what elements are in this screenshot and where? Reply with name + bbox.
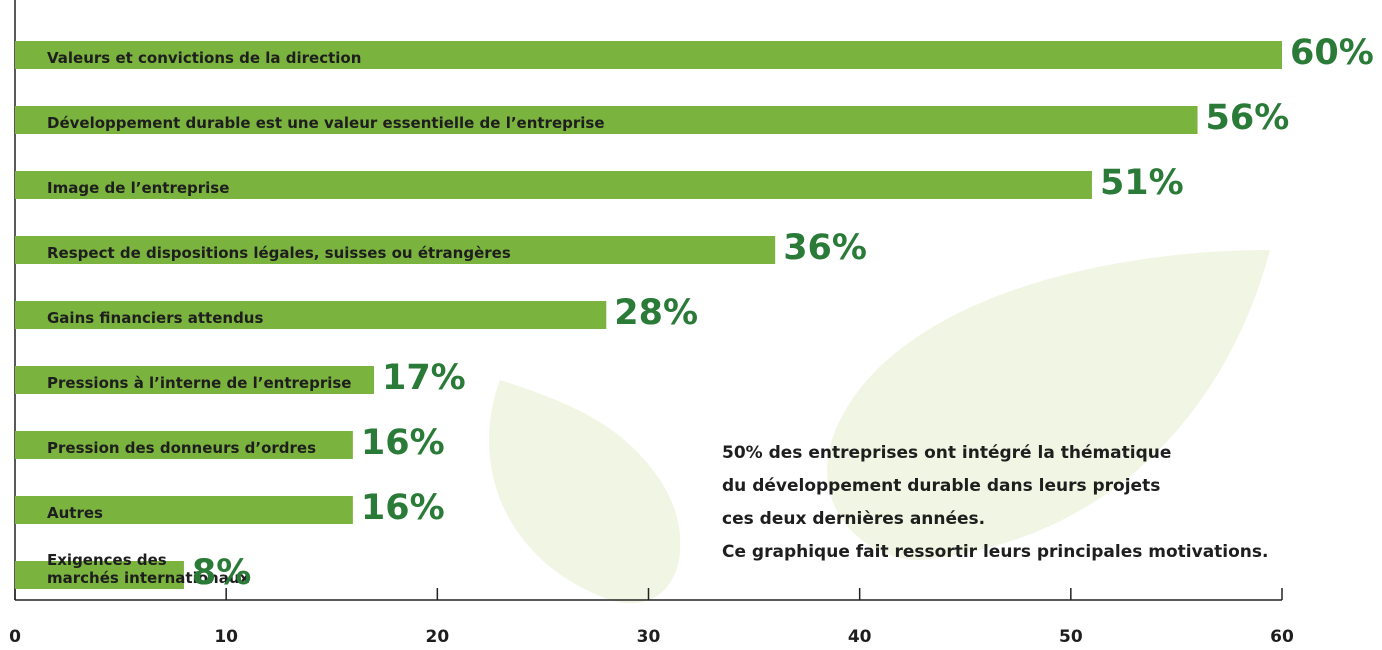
category-label: Développement durable est une valeur ess… — [47, 114, 605, 132]
category-label: Gains financiers attendus — [47, 309, 264, 327]
value-label: 28% — [614, 293, 699, 333]
x-tick-label: 10 — [214, 627, 238, 647]
value-label: 17% — [381, 358, 466, 398]
category-label: Pression des donneurs d’ordres — [47, 439, 317, 457]
value-label: 16% — [360, 488, 445, 528]
value-label: 56% — [1205, 98, 1290, 138]
bar — [15, 301, 607, 329]
annotation: ces deux dernières années. — [722, 509, 986, 529]
bar — [15, 496, 353, 524]
x-tick-label: 20 — [425, 627, 450, 647]
bar — [15, 561, 184, 589]
bar — [15, 366, 374, 394]
bar — [15, 41, 1282, 69]
bar — [15, 171, 1092, 199]
leaf-decoration — [489, 250, 1270, 604]
value-label: 8% — [191, 553, 252, 593]
value-label: 51% — [1099, 163, 1184, 203]
category-label: Valeurs et convictions de la direction — [47, 49, 362, 67]
category-label: Image de l’entreprise — [47, 179, 230, 197]
annotation: du développement durable dans leurs proj… — [722, 476, 1161, 496]
bar — [15, 431, 353, 459]
bar — [15, 106, 1198, 134]
x-tick-label: 60 — [1270, 627, 1294, 647]
annotation: 50% des entreprises ont intégré la théma… — [722, 443, 1172, 463]
value-label: 16% — [360, 423, 445, 463]
category-label: Respect de dispositions légales, suisses… — [47, 244, 511, 262]
category-label: Exigences des marchés internationaux — [47, 551, 250, 587]
value-label: 60% — [1290, 33, 1374, 73]
x-tick-label: 50 — [1058, 627, 1083, 647]
annotation: Ce graphique fait ressortir leurs princi… — [722, 542, 1269, 562]
bar — [15, 236, 776, 264]
value-label: 36% — [783, 228, 867, 268]
category-label: Pressions à l’interne de l’entreprise — [47, 374, 352, 392]
x-tick-label: 30 — [636, 627, 661, 647]
x-tick-label: 40 — [847, 627, 872, 647]
category-label: Autres — [47, 504, 103, 522]
x-tick-label: 0 — [9, 627, 21, 647]
